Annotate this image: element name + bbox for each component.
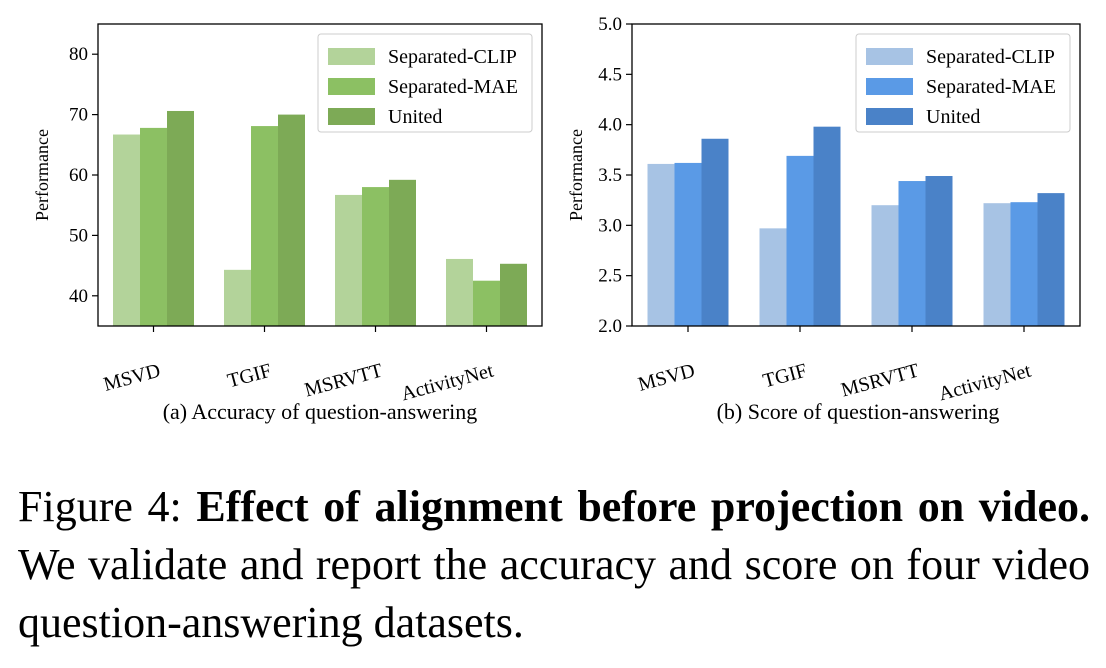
x-tick-label-tgif: TGIF: [761, 360, 810, 393]
bar-separated-mae-tgif: [786, 155, 814, 326]
legend-swatch-separated-clip: [328, 48, 375, 65]
legend-swatch-united: [328, 108, 375, 125]
y-tick-label: 2.5: [598, 266, 622, 287]
bar-separated-clip-msvd: [113, 134, 140, 326]
bar-separated-mae-msrvtt: [362, 187, 389, 326]
bar-separated-mae-msrvtt: [898, 181, 926, 326]
bar-united-tgif: [278, 114, 305, 326]
bar-separated-clip-tgif: [224, 269, 251, 326]
legend: Separated-CLIP Separated-MAE United: [855, 33, 1071, 133]
bar-united-msvd: [167, 110, 194, 326]
bar-separated-clip-msrvtt: [335, 194, 362, 326]
legend-label-separated-clip: Separated-CLIP: [388, 46, 517, 68]
subplot-title: (b) Score of question-answering: [717, 399, 1000, 424]
legend-label-separated-mae: Separated-MAE: [926, 76, 1056, 98]
y-tick-label: 60: [69, 165, 88, 186]
bar-united-msrvtt: [389, 179, 416, 326]
bar-united-msrvtt: [925, 176, 953, 326]
bar-separated-clip-msvd: [647, 163, 675, 326]
y-tick-label: 80: [69, 44, 88, 65]
subplot-title: (a) Accuracy of question-answering: [163, 399, 478, 424]
x-tick-label-msvd: MSVD: [636, 360, 698, 396]
y-tick-label: 5.0: [598, 14, 622, 35]
legend: Separated-CLIP Separated-MAE United: [317, 33, 533, 133]
bar-separated-mae-tgif: [251, 126, 278, 327]
legend-swatch-united: [866, 108, 913, 125]
bar-united-msvd: [701, 138, 729, 326]
bar-united-tgif: [813, 126, 841, 327]
bar-separated-mae-activitynet: [1010, 202, 1038, 326]
legend-label-united: United: [388, 106, 442, 128]
legend-swatch-separated-mae: [866, 78, 913, 95]
legend-label-united: United: [926, 106, 980, 128]
bar-separated-mae-msvd: [674, 162, 702, 326]
chart-score: 2.0 2.5 3.0 3.5 4.0 4.5 5.0 Performance MSVD TGIF…: [566, 14, 1081, 424]
bar-separated-clip-activitynet: [983, 203, 1011, 326]
y-tick-label: 3.0: [598, 215, 622, 236]
x-tick-label-tgif: TGIF: [225, 360, 274, 393]
bar-united-activitynet: [1037, 193, 1065, 326]
y-tick-label: 70: [69, 105, 88, 126]
bar-separated-mae-activitynet: [473, 280, 500, 326]
x-tick-label-msrvtt: MSRVTT: [839, 360, 922, 402]
bar-separated-clip-tgif: [759, 228, 787, 326]
y-tick-label: 40: [69, 286, 88, 307]
y-axis-label: Performance: [32, 129, 52, 221]
y-tick-label: 2.0: [598, 316, 622, 337]
bar-separated-clip-msrvtt: [871, 205, 899, 326]
legend-swatch-separated-mae: [328, 78, 375, 95]
x-tick-label-msrvtt: MSRVTT: [302, 360, 385, 402]
legend-label-separated-mae: Separated-MAE: [388, 76, 518, 98]
y-tick-label: 3.5: [598, 165, 622, 186]
y-tick-label: 4.5: [598, 64, 622, 85]
y-tick-label: 50: [69, 225, 88, 246]
figure-caption: Figure 4: Effect of alignment before pro…: [18, 478, 1090, 652]
legend-swatch-separated-clip: [866, 48, 913, 65]
caption-label: Figure 4:: [18, 482, 182, 531]
bar-separated-clip-activitynet: [446, 258, 473, 326]
bar-separated-mae-msvd: [140, 127, 167, 326]
bar-united-activitynet: [500, 263, 527, 326]
caption-text: We validate and report the accuracy and …: [18, 540, 1090, 647]
x-tick-label-msvd: MSVD: [101, 360, 163, 396]
y-axis-label: Performance: [566, 129, 586, 221]
y-tick-label: 4.0: [598, 115, 622, 136]
legend-label-separated-clip: Separated-CLIP: [926, 46, 1055, 68]
caption-bold: Effect of alignment before projection on…: [196, 482, 1091, 531]
